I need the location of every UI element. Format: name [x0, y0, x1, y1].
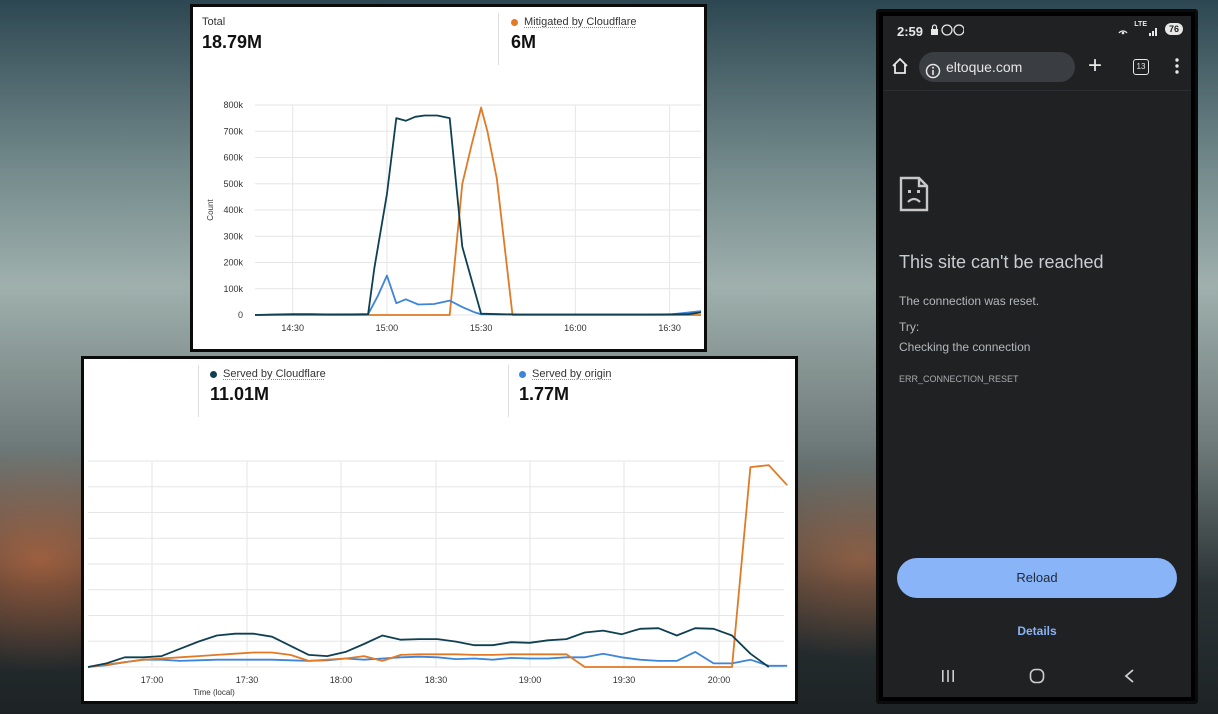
series-line — [254, 274, 702, 316]
series-line — [254, 114, 702, 316]
status-bar: 2:59 LTE 76 — [883, 16, 1191, 46]
status-time: 2:59 — [897, 24, 924, 39]
stat-mitigated-label[interactable]: Mitigated by Cloudflare — [524, 16, 637, 28]
stat-mitigated-value: 6M — [511, 32, 537, 52]
browser-toolbar: eltoque.com + 13 — [883, 50, 1191, 90]
x-tick-label: 15:30 — [470, 323, 493, 333]
new-tab-icon[interactable]: + — [1088, 52, 1103, 79]
chart-panel-bottom: Served by Cloudflare 11.01M Served by or… — [81, 356, 798, 704]
toolbar-divider — [883, 90, 1191, 91]
stat-mitigated: Mitigated by Cloudflare 6M — [511, 16, 637, 53]
legend-dot-served-origin — [519, 370, 526, 378]
recents-icon[interactable] — [941, 669, 955, 688]
x-tick-label: 15:00 — [376, 323, 399, 333]
url-bar[interactable]: eltoque.com — [919, 52, 1075, 82]
status-app-icons — [930, 23, 965, 40]
error-title: This site can't be reached — [899, 252, 1104, 272]
x-tick-label: 16:30 — [658, 323, 681, 333]
stat-served-cloudflare: Served by Cloudflare 11.01M — [210, 368, 326, 405]
y-tick-label: 400k — [223, 205, 243, 215]
browser-screen: 2:59 LTE 76 — [883, 16, 1191, 697]
legend-dot-mitigated — [511, 18, 518, 26]
home-icon[interactable] — [891, 57, 909, 80]
y-tick-label: 800k — [223, 100, 243, 110]
error-code: ERR_CONNECTION_RESET — [899, 374, 1019, 384]
y-tick-label: 300k — [223, 231, 243, 241]
x-tick-label: 16:00 — [564, 323, 587, 333]
stat-divider-left — [198, 365, 199, 417]
error-description: The connection was reset. — [899, 294, 1040, 308]
stat-total-label: Total — [202, 16, 226, 28]
phone-screenshot: 2:59 LTE 76 — [876, 9, 1198, 704]
line-chart-top: 0 100k 200k 300k 400k 500k 600k 700k 800k 14:30 15… — [206, 100, 702, 333]
y-tick-label: 0 — [238, 310, 243, 320]
series-line — [87, 464, 788, 668]
y-tick-label: 500k — [223, 179, 243, 189]
more-menu-icon[interactable] — [1175, 58, 1179, 79]
stat-served-origin-label[interactable]: Served by origin — [532, 368, 612, 380]
back-icon[interactable] — [1123, 668, 1135, 689]
stat-total: Total 18.79M — [202, 16, 262, 53]
stat-served-origin: Served by origin 1.77M — [519, 368, 612, 405]
x-tick-label: 19:30 — [613, 675, 636, 685]
stat-divider — [498, 13, 499, 65]
series-line — [87, 650, 788, 668]
lte-label: LTE — [1134, 21, 1147, 28]
legend-dot-served-cloudflare — [210, 370, 217, 378]
sad-page-icon — [899, 176, 929, 217]
y-tick-label: 600k — [223, 153, 243, 163]
x-tick-label: 18:00 — [330, 675, 353, 685]
series-line — [87, 627, 770, 668]
try-label: Try: — [899, 320, 920, 334]
chart-panel-top: Total 18.79M Mitigated by Cloudflare 6M … — [190, 4, 707, 352]
hotspot-icon — [1117, 24, 1129, 39]
url-text: eltoque.com — [946, 59, 1023, 75]
stat-served-origin-value: 1.77M — [519, 384, 570, 404]
info-icon[interactable] — [925, 59, 941, 89]
y-axis-label: Count — [206, 199, 215, 221]
tab-switcher-button[interactable]: 13 — [1133, 59, 1149, 75]
signal-icon — [1149, 25, 1159, 39]
stat-divider-mid — [508, 365, 509, 417]
series-line — [255, 106, 701, 316]
y-tick-label: 700k — [223, 126, 243, 136]
y-tick-label: 100k — [223, 284, 243, 294]
x-axis-label: Time (local) — [193, 688, 235, 697]
stat-served-cloudflare-value: 11.01M — [210, 384, 270, 404]
stat-total-value: 18.79M — [202, 32, 263, 52]
y-tick-label: 200k — [223, 258, 243, 268]
details-link[interactable]: Details — [1017, 624, 1057, 638]
android-nav-bar — [883, 657, 1191, 697]
x-tick-label: 17:00 — [141, 675, 164, 685]
reload-button[interactable]: Reload — [897, 558, 1177, 598]
x-tick-label: 20:00 — [708, 675, 731, 685]
notification-icons — [931, 24, 965, 36]
home-nav-icon[interactable] — [1029, 668, 1045, 689]
x-tick-label: 19:00 — [519, 675, 542, 685]
x-tick-label: 18:30 — [425, 675, 448, 685]
battery-indicator: 76 — [1164, 23, 1183, 35]
x-tick-label: 17:30 — [236, 675, 259, 685]
try-suggestion: Checking the connection — [899, 340, 1031, 354]
line-chart-bottom: 17:00 17:30 18:00 18:30 19:00 19:30 20:00 Time … — [87, 460, 788, 697]
stat-served-cloudflare-label[interactable]: Served by Cloudflare — [223, 368, 326, 380]
x-tick-label: 14:30 — [281, 323, 304, 333]
